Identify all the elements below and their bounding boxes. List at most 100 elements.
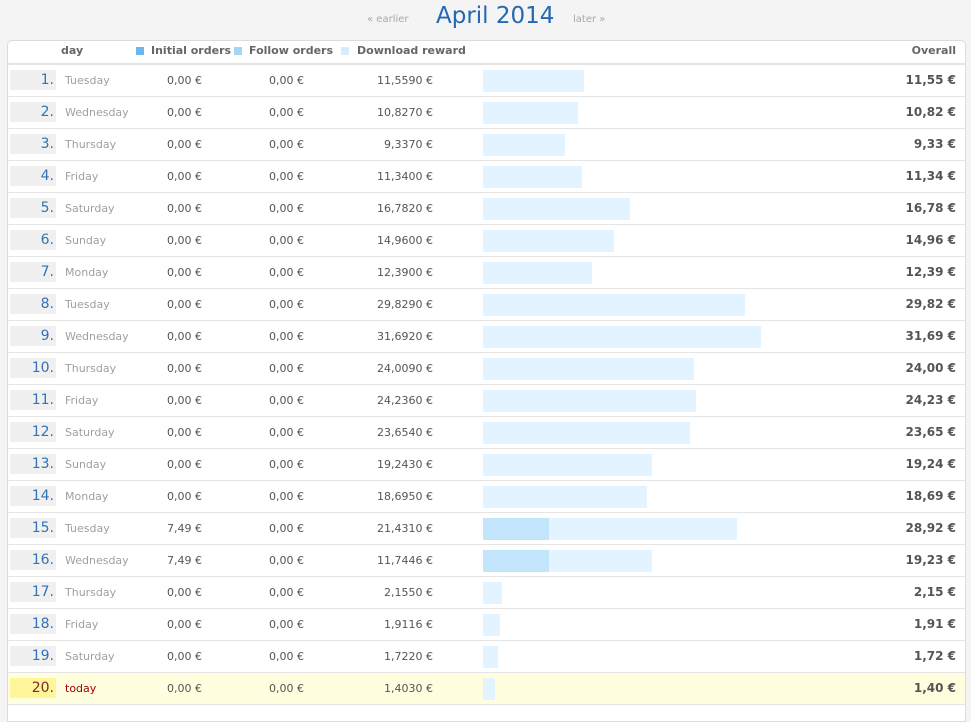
download-reward-value: 2,1550 €: [384, 586, 433, 599]
follow-orders-value: 0,00 €: [269, 234, 304, 247]
table-body: 1. Tuesday 0,00 € 0,00 € 11,5590 € 11,55 € 2. W…: [8, 65, 965, 705]
revenue-bar: [483, 70, 883, 92]
initial-orders-value: 0,00 €: [167, 362, 202, 375]
download-reward-bar: [483, 358, 694, 380]
download-reward-value: 18,6950 €: [377, 490, 433, 503]
day-number: 12.: [10, 422, 56, 442]
download-reward-value: 19,2430 €: [377, 458, 433, 471]
table-row: 17. Thursday 0,00 € 0,00 € 2,1550 € 2,15 €: [8, 577, 965, 609]
download-reward-value: 16,7820 €: [377, 202, 433, 215]
table-row: 13. Sunday 0,00 € 0,00 € 19,2430 € 19,24 €: [8, 449, 965, 481]
day-number: 1.: [10, 70, 56, 90]
month-navigation: « earlier April 2014 later »: [0, 0, 971, 40]
revenue-bar: [483, 358, 883, 380]
day-number: 18.: [10, 614, 56, 634]
follow-orders-value: 0,00 €: [269, 618, 304, 631]
month-title: April 2014: [436, 3, 555, 29]
header-download-reward: Download reward: [357, 44, 466, 57]
initial-orders-value: 0,00 €: [167, 138, 202, 151]
stats-table: day Initial orders Follow orders Downloa…: [7, 40, 966, 722]
table-row: 9. Wednesday 0,00 € 0,00 € 31,6920 € 31,69 €: [8, 321, 965, 353]
download-reward-value: 10,8270 €: [377, 106, 433, 119]
revenue-bar: [483, 582, 883, 604]
download-reward-value: 14,9600 €: [377, 234, 433, 247]
download-reward-bar: [483, 230, 614, 252]
weekday-label: Saturday: [65, 202, 115, 215]
overall-value: 19,24 €: [905, 457, 956, 471]
download-reward-bar: [483, 102, 578, 124]
follow-orders-value: 0,00 €: [269, 490, 304, 503]
weekday-label: Monday: [65, 266, 109, 279]
initial-orders-value: 0,00 €: [167, 490, 202, 503]
download-reward-value: 24,0090 €: [377, 362, 433, 375]
day-number: 16.: [10, 550, 56, 570]
table-row: 6. Sunday 0,00 € 0,00 € 14,9600 € 14,96 €: [8, 225, 965, 257]
download-reward-value: 11,7446 €: [377, 554, 433, 567]
download-reward-bar: [549, 518, 737, 540]
table-row: 16. Wednesday 7,49 € 0,00 € 11,7446 € 19,23 €: [8, 545, 965, 577]
header-initial-orders: Initial orders: [151, 44, 232, 57]
weekday-label: Friday: [65, 618, 99, 631]
revenue-bar: [483, 198, 883, 220]
download-reward-swatch: [341, 47, 349, 55]
download-reward-bar: [483, 262, 592, 284]
table-header: day Initial orders Follow orders Downloa…: [8, 41, 965, 65]
revenue-bar: [483, 326, 883, 348]
table-row: 5. Saturday 0,00 € 0,00 € 16,7820 € 16,78 €: [8, 193, 965, 225]
download-reward-bar: [483, 294, 745, 316]
overall-value: 1,72 €: [913, 649, 956, 663]
day-number: 6.: [10, 230, 56, 250]
overall-value: 1,40 €: [913, 681, 956, 695]
initial-orders-value: 7,49 €: [167, 522, 202, 535]
day-number: 8.: [10, 294, 56, 314]
initial-orders-value: 0,00 €: [167, 266, 202, 279]
download-reward-value: 21,4310 €: [377, 522, 433, 535]
weekday-label: Wednesday: [65, 106, 129, 119]
follow-orders-value: 0,00 €: [269, 522, 304, 535]
follow-orders-value: 0,00 €: [269, 138, 304, 151]
revenue-bar: [483, 294, 883, 316]
weekday-label: Saturday: [65, 650, 115, 663]
revenue-bar: [483, 646, 883, 668]
later-link[interactable]: later »: [573, 14, 606, 25]
revenue-bar: [483, 262, 883, 284]
follow-orders-value: 0,00 €: [269, 554, 304, 567]
initial-orders-value: 0,00 €: [167, 394, 202, 407]
revenue-bar: [483, 102, 883, 124]
overall-value: 31,69 €: [905, 329, 956, 343]
follow-orders-value: 0,00 €: [269, 426, 304, 439]
table-row: 12. Saturday 0,00 € 0,00 € 23,6540 € 23,65 €: [8, 417, 965, 449]
download-reward-bar: [483, 678, 495, 700]
table-row: 3. Thursday 0,00 € 0,00 € 9,3370 € 9,33 €: [8, 129, 965, 161]
follow-orders-value: 0,00 €: [269, 682, 304, 695]
follow-orders-value: 0,00 €: [269, 266, 304, 279]
day-number: 5.: [10, 198, 56, 218]
download-reward-bar: [483, 422, 690, 444]
header-follow-orders: Follow orders: [249, 44, 334, 57]
earlier-link[interactable]: « earlier: [367, 14, 409, 25]
weekday-label: Wednesday: [65, 554, 129, 567]
day-number: 20.: [10, 678, 56, 698]
initial-orders-value: 0,00 €: [167, 330, 202, 343]
download-reward-bar: [483, 614, 500, 636]
download-reward-bar: [483, 166, 582, 188]
revenue-bar: [483, 390, 883, 412]
revenue-bar: [483, 486, 883, 508]
follow-orders-value: 0,00 €: [269, 458, 304, 471]
day-number: 9.: [10, 326, 56, 346]
weekday-label: Sunday: [65, 234, 107, 247]
overall-value: 23,65 €: [905, 425, 956, 439]
download-reward-value: 29,8290 €: [377, 298, 433, 311]
revenue-bar: [483, 230, 883, 252]
revenue-bar: [483, 678, 883, 700]
weekday-label: today: [65, 682, 97, 695]
table-row: 1. Tuesday 0,00 € 0,00 € 11,5590 € 11,55 €: [8, 65, 965, 97]
overall-value: 11,34 €: [905, 169, 956, 183]
table-row: 15. Tuesday 7,49 € 0,00 € 21,4310 € 28,92 €: [8, 513, 965, 545]
table-row: 18. Friday 0,00 € 0,00 € 1,9116 € 1,91 €: [8, 609, 965, 641]
initial-orders-value: 0,00 €: [167, 426, 202, 439]
follow-orders-value: 0,00 €: [269, 298, 304, 311]
table-row: 8. Tuesday 0,00 € 0,00 € 29,8290 € 29,82 €: [8, 289, 965, 321]
download-reward-bar: [483, 326, 761, 348]
download-reward-value: 9,3370 €: [384, 138, 433, 151]
